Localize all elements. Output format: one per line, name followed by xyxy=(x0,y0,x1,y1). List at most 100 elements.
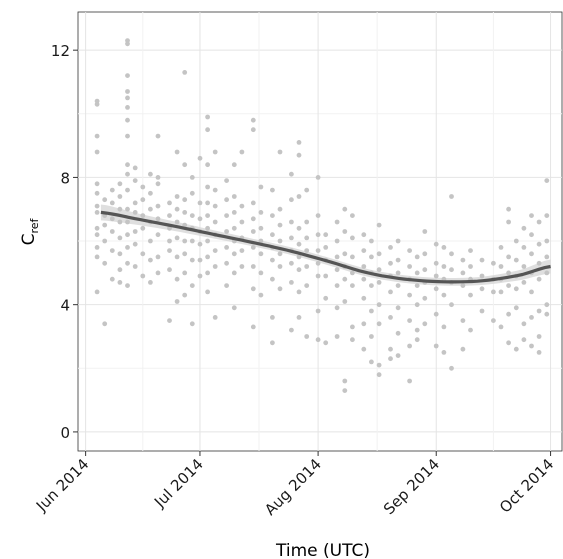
data-point xyxy=(369,334,374,339)
data-point xyxy=(125,187,130,193)
data-point xyxy=(224,197,230,203)
y-axis-title: Cref xyxy=(19,217,41,245)
data-point xyxy=(506,206,511,212)
data-point xyxy=(296,254,302,260)
data-point xyxy=(231,251,237,257)
data-point xyxy=(315,175,321,180)
data-point xyxy=(304,334,310,339)
data-point xyxy=(323,245,329,250)
data-point xyxy=(521,264,527,269)
data-point xyxy=(323,273,329,279)
data-point xyxy=(315,308,321,314)
data-point xyxy=(189,213,195,219)
data-point xyxy=(239,248,245,254)
y-axis-title-subscript: ref xyxy=(28,217,41,233)
data-point xyxy=(94,101,100,107)
data-point xyxy=(376,321,382,327)
data-point xyxy=(449,251,454,257)
data-point xyxy=(94,181,100,187)
data-point xyxy=(361,346,367,352)
data-point xyxy=(304,264,310,269)
data-point xyxy=(270,276,275,282)
data-point xyxy=(224,283,230,288)
data-point xyxy=(250,229,256,234)
data-point xyxy=(479,257,485,263)
data-point xyxy=(506,254,511,260)
data-point xyxy=(125,73,130,78)
data-point xyxy=(414,254,420,260)
data-point xyxy=(212,315,218,320)
data-point xyxy=(529,343,534,349)
data-point xyxy=(323,232,329,238)
data-point xyxy=(270,315,275,320)
data-point xyxy=(433,311,439,317)
data-point xyxy=(277,222,283,228)
data-point xyxy=(94,210,100,215)
data-point xyxy=(334,254,340,260)
data-point xyxy=(224,178,230,184)
data-point xyxy=(414,270,420,276)
data-point xyxy=(270,340,275,346)
data-point xyxy=(296,140,302,145)
data-point xyxy=(94,254,100,260)
data-point xyxy=(94,289,100,295)
data-point xyxy=(498,264,504,269)
data-point xyxy=(125,133,130,139)
data-point xyxy=(270,232,275,238)
data-point xyxy=(388,289,393,295)
data-point xyxy=(315,260,321,266)
data-point xyxy=(231,225,237,231)
data-point xyxy=(205,254,211,260)
data-point xyxy=(395,353,401,358)
data-point xyxy=(521,245,527,250)
data-point xyxy=(224,213,230,219)
data-point xyxy=(231,305,237,311)
data-point xyxy=(388,346,393,352)
data-point xyxy=(109,248,115,254)
data-point xyxy=(205,200,211,206)
data-point xyxy=(125,206,130,212)
data-point xyxy=(231,210,237,215)
data-point xyxy=(174,276,180,282)
data-point xyxy=(334,238,340,244)
data-point xyxy=(270,187,275,193)
data-point xyxy=(117,267,123,273)
data-point xyxy=(521,321,527,327)
data-point xyxy=(125,105,130,110)
data-point xyxy=(361,232,367,238)
data-point xyxy=(491,318,496,323)
data-point xyxy=(258,292,264,298)
data-point xyxy=(536,241,542,247)
data-point xyxy=(182,238,188,244)
data-point xyxy=(468,248,473,254)
data-point xyxy=(277,149,283,155)
data-point xyxy=(407,248,412,254)
data-point xyxy=(155,203,161,209)
data-point xyxy=(449,365,454,371)
data-point xyxy=(361,264,367,269)
data-point xyxy=(513,305,519,311)
data-point xyxy=(258,238,264,244)
data-point xyxy=(342,206,348,212)
data-point xyxy=(182,222,188,228)
data-point xyxy=(468,292,473,298)
data-point xyxy=(94,232,100,238)
data-point xyxy=(449,267,454,273)
data-point xyxy=(94,133,100,139)
data-point xyxy=(369,283,374,288)
data-point xyxy=(388,260,393,266)
data-point xyxy=(174,254,180,260)
data-point xyxy=(102,238,108,244)
data-point xyxy=(529,213,534,219)
data-point xyxy=(289,197,294,203)
data-point xyxy=(395,283,401,288)
data-point xyxy=(197,216,203,222)
data-point xyxy=(388,245,393,250)
data-point xyxy=(323,295,329,301)
data-point xyxy=(148,280,153,285)
data-point xyxy=(239,203,245,209)
data-point xyxy=(441,264,447,269)
data-point xyxy=(498,289,504,295)
data-point xyxy=(250,245,256,250)
data-point xyxy=(376,280,382,285)
